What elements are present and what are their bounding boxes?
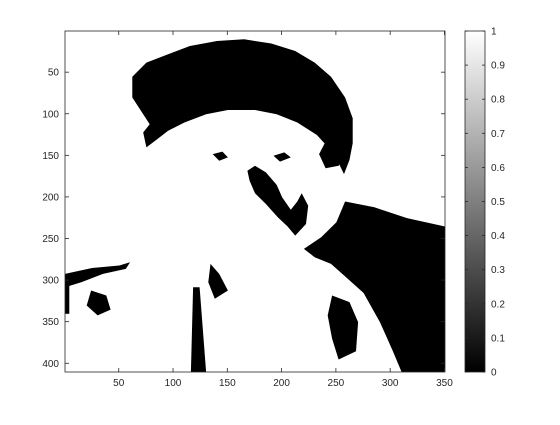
- colorbar-tick-label: 0.2: [491, 299, 505, 310]
- image-region-9: [327, 295, 359, 360]
- colorbar-gradient: [465, 31, 485, 372]
- image-region-1: [319, 137, 346, 169]
- x-axis: 50 100 150 200 250 300 350: [113, 31, 453, 389]
- x-tick-label: 100: [165, 378, 182, 389]
- image-region-11: [273, 152, 291, 162]
- y-tick-label: 400: [42, 359, 59, 370]
- colorbar-tick-label: 0.3: [491, 265, 505, 276]
- x-tick-label: 50: [113, 378, 125, 389]
- x-tick-label: 150: [219, 378, 236, 389]
- colorbar-tick-label: 0.9: [491, 61, 505, 72]
- x-tick-label: 200: [273, 378, 290, 389]
- colorbar-tick-label: 0.8: [491, 95, 505, 106]
- y-tick-label: 150: [42, 151, 59, 162]
- colorbar-tick-label: 0.1: [491, 333, 505, 344]
- image-region-7: [208, 263, 228, 299]
- y-tick-label: 250: [42, 234, 59, 245]
- y-tick-label: 50: [48, 68, 60, 79]
- y-tick-label: 300: [42, 276, 59, 287]
- colorbar-tick-label: 0.4: [491, 231, 505, 242]
- y-tick-label: 100: [42, 109, 59, 120]
- colorbar-tick-label: 0.7: [491, 129, 505, 140]
- colorbar-tick-label: 0.5: [491, 197, 505, 208]
- image-region-3: [303, 201, 445, 372]
- y-tick-label: 200: [42, 192, 59, 203]
- image-region-8: [86, 290, 111, 316]
- image-region-4: [65, 262, 131, 288]
- x-tick-label: 250: [328, 378, 345, 389]
- image-region-5: [65, 280, 70, 314]
- x-tick-label: 350: [436, 378, 453, 389]
- image-region-0: [132, 39, 353, 175]
- image-layer: [65, 39, 445, 372]
- colorbar-tick-label: 1: [491, 27, 497, 38]
- y-axis: 50 100 150 200 250 300 350 400: [42, 68, 445, 370]
- image-region-10: [212, 151, 228, 161]
- y-tick-label: 350: [42, 317, 59, 328]
- image-region-2: [247, 165, 309, 236]
- plot-axes-box: [64, 30, 446, 373]
- colorbar-tick-label: 0: [491, 368, 497, 379]
- x-tick-label: 300: [382, 378, 399, 389]
- colorbar-tick-label: 0.6: [491, 163, 505, 174]
- image-region-6: [190, 287, 207, 372]
- colorbar-axis: 0 0.1 0.2 0.3 0.4 0.5 0.6 0.7 0.8 0.9 1: [465, 27, 505, 379]
